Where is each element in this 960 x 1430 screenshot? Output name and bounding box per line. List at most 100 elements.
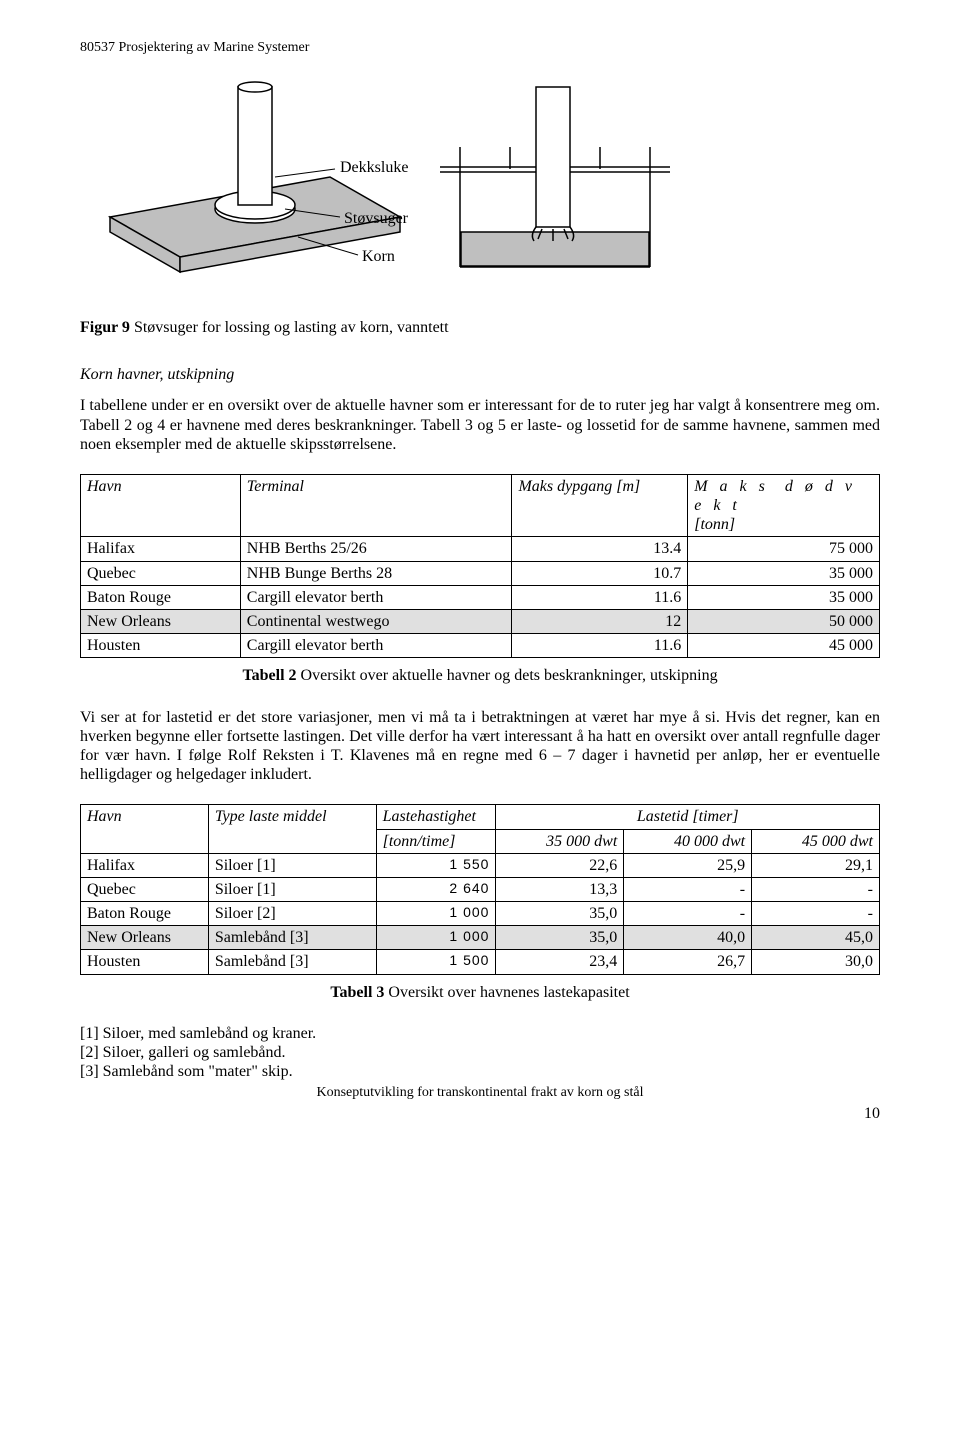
table-cell: Samlebånd [3] xyxy=(208,950,376,974)
table-cell: New Orleans xyxy=(81,610,241,634)
figure-text: Støvsuger for lossing og lasting av korn… xyxy=(130,319,449,336)
table-row: HalifaxNHB Berths 25/2613.475 000 xyxy=(81,537,880,561)
table-cell: 1 550 xyxy=(376,853,496,877)
th-tonn: [tonn] xyxy=(694,516,735,533)
table-cell: Baton Rouge xyxy=(81,585,241,609)
table-row: HoustenCargill elevator berth11.645 000 xyxy=(81,634,880,658)
tank-crosssection xyxy=(440,87,670,267)
table-cell: 1 000 xyxy=(376,902,496,926)
table-3-caption: Tabell 3 Oversikt over havnenes lastekap… xyxy=(80,983,880,1002)
page-number: 10 xyxy=(80,1104,880,1123)
th-terminal: Terminal xyxy=(240,474,512,537)
th2-d2: 40 000 dwt xyxy=(624,829,752,853)
table-cell: 22,6 xyxy=(496,853,624,877)
table-cell: Halifax xyxy=(81,853,209,877)
footer-subtitle: Konseptutvikling for transkontinental fr… xyxy=(80,1085,880,1102)
table-2-header-row: Havn Terminal Maks dypgang [m] M a k s d… xyxy=(81,474,880,537)
table-cell: 40,0 xyxy=(624,926,752,950)
figure-9-caption: Figur 9 Støvsuger for lossing og lasting… xyxy=(80,318,880,337)
table-cell: 29,1 xyxy=(752,853,880,877)
th2-d1: 35 000 dwt xyxy=(496,829,624,853)
table-row: New OrleansContinental westwego1250 000 xyxy=(81,610,880,634)
table-cell: Halifax xyxy=(81,537,241,561)
table-row: QuebecNHB Bunge Berths 2810.735 000 xyxy=(81,561,880,585)
th2-lastetid: Lastetid [timer] xyxy=(496,805,880,829)
footnote-3: [3] Samlebånd som "mater" skip. xyxy=(80,1062,880,1081)
table-cell: 12 xyxy=(512,610,688,634)
table-cell: Baton Rouge xyxy=(81,902,209,926)
table-cell: 11.6 xyxy=(512,634,688,658)
label-stovsuger: Støvsuger xyxy=(344,210,409,227)
label-korn: Korn xyxy=(362,248,395,265)
table-cell: 45 000 xyxy=(688,634,880,658)
table-cell: 25,9 xyxy=(624,853,752,877)
table-cell: Siloer [1] xyxy=(208,877,376,901)
table-cell: 75 000 xyxy=(688,537,880,561)
table-cell: Quebec xyxy=(81,561,241,585)
th-havn: Havn xyxy=(81,474,241,537)
table-2: Havn Terminal Maks dypgang [m] M a k s d… xyxy=(80,474,880,659)
table-cell: Continental westwego xyxy=(240,610,512,634)
table-row: HoustenSamlebånd [3]1 50023,426,730,0 xyxy=(81,950,880,974)
table-cell: 1 000 xyxy=(376,926,496,950)
th2-hastighet: Lastehastighet xyxy=(376,805,496,829)
table-cell: 1 500 xyxy=(376,950,496,974)
label-dekksluke: Dekksluke xyxy=(340,159,408,176)
th2-havn: Havn xyxy=(81,805,209,853)
table-3-caption-text: Oversikt over havnenes lastekapasitet xyxy=(384,984,629,1001)
table-cell: New Orleans xyxy=(81,926,209,950)
table-cell: 35 000 xyxy=(688,585,880,609)
table-cell: 35,0 xyxy=(496,926,624,950)
table-3-header-row-1: Havn Type laste middel Lastehastighet La… xyxy=(81,805,880,829)
table-cell: 50 000 xyxy=(688,610,880,634)
table-cell: NHB Bunge Berths 28 xyxy=(240,561,512,585)
footnotes: [1] Siloer, med samlebånd og kraner. [2]… xyxy=(80,1024,880,1082)
table-row: HalifaxSiloer [1]1 55022,625,929,1 xyxy=(81,853,880,877)
table-cell: 13,3 xyxy=(496,877,624,901)
table-cell: Housten xyxy=(81,950,209,974)
th-dodvekt: M a k s d ø d v e k t [tonn] xyxy=(688,474,880,537)
table-cell: 23,4 xyxy=(496,950,624,974)
deck-assembly xyxy=(110,82,400,272)
figure-9-diagram: Dekksluke Støvsuger Korn xyxy=(80,77,880,302)
table-row: Baton RougeSiloer [2]1 00035,0-- xyxy=(81,902,880,926)
table-row: Baton RougeCargill elevator berth11.635 … xyxy=(81,585,880,609)
table-cell: 35 000 xyxy=(688,561,880,585)
table-cell: 10.7 xyxy=(512,561,688,585)
footnote-1: [1] Siloer, med samlebånd og kraner. xyxy=(80,1024,880,1043)
table-cell: Quebec xyxy=(81,877,209,901)
table-row: QuebecSiloer [1]2 64013,3-- xyxy=(81,877,880,901)
table-2-caption: Tabell 2 Oversikt over aktuelle havner o… xyxy=(80,666,880,685)
table-cell: Cargill elevator berth xyxy=(240,634,512,658)
table-cell: 26,7 xyxy=(624,950,752,974)
page-header: 80537 Prosjektering av Marine Systemer xyxy=(80,40,880,57)
table-3: Havn Type laste middel Lastehastighet La… xyxy=(80,804,880,974)
th2-d3: 45 000 dwt xyxy=(752,829,880,853)
table-cell: NHB Berths 25/26 xyxy=(240,537,512,561)
section-title-korn-havner: Korn havner, utskipning xyxy=(80,365,880,384)
footnote-2: [2] Siloer, galleri og samlebånd. xyxy=(80,1043,880,1062)
table-cell: Housten xyxy=(81,634,241,658)
table-2-caption-text: Oversikt over aktuelle havner og dets be… xyxy=(297,667,718,684)
table-cell: 13.4 xyxy=(512,537,688,561)
table-cell: Siloer [1] xyxy=(208,853,376,877)
table-cell: - xyxy=(752,877,880,901)
table-cell: 45,0 xyxy=(752,926,880,950)
paragraph-2: Vi ser at for lastetid er det store vari… xyxy=(80,708,880,785)
table-cell: Samlebånd [3] xyxy=(208,926,376,950)
paragraph-1: I tabellene under er en oversikt over de… xyxy=(80,396,880,454)
diagram-svg: Dekksluke Støvsuger Korn xyxy=(80,77,670,297)
table-cell: - xyxy=(624,902,752,926)
table-cell: 30,0 xyxy=(752,950,880,974)
table-3-caption-label: Tabell 3 xyxy=(330,984,384,1001)
table-2-caption-label: Tabell 2 xyxy=(242,667,296,684)
table-cell: 11.6 xyxy=(512,585,688,609)
table-cell: 2 640 xyxy=(376,877,496,901)
th-dypgang: Maks dypgang [m] xyxy=(512,474,688,537)
table-cell: - xyxy=(752,902,880,926)
table-row: New OrleansSamlebånd [3]1 00035,040,045,… xyxy=(81,926,880,950)
th-maks: M a k s xyxy=(694,478,769,495)
th2-hastighet-unit: [tonn/time] xyxy=(376,829,496,853)
table-cell: - xyxy=(624,877,752,901)
table-cell: 35,0 xyxy=(496,902,624,926)
